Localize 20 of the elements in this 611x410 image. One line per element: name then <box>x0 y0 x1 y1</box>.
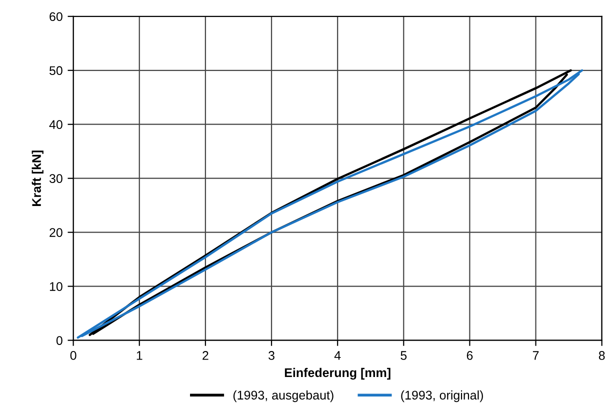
legend-label: (1993, ausgebaut) <box>233 390 334 402</box>
y-tick-label: 0 <box>56 336 62 345</box>
y-tick-label: 20 <box>50 228 62 237</box>
x-tick-label: 7 <box>532 351 539 360</box>
y-tick-label: 10 <box>50 282 62 291</box>
legend-label: (1993, original) <box>401 390 483 402</box>
x-tick-label: 4 <box>334 351 341 360</box>
y-axis-title: Kraft [kN] <box>32 150 44 206</box>
y-tick-label: 40 <box>49 120 62 130</box>
y-tick-label: 60 <box>50 12 62 22</box>
x-tick-label: 8 <box>598 351 605 360</box>
x-tick-label: 3 <box>268 351 274 360</box>
y-tick-label: 30 <box>49 174 62 183</box>
x-tick-label: 2 <box>202 351 208 360</box>
x-axis-title: Einfederung [mm] <box>284 368 390 380</box>
y-tick-label: 50 <box>50 66 62 76</box>
x-tick-label: 5 <box>400 351 407 360</box>
x-tick-label: 0 <box>70 351 76 360</box>
x-tick-label: 6 <box>466 351 473 360</box>
x-tick-label: 1 <box>136 351 142 360</box>
